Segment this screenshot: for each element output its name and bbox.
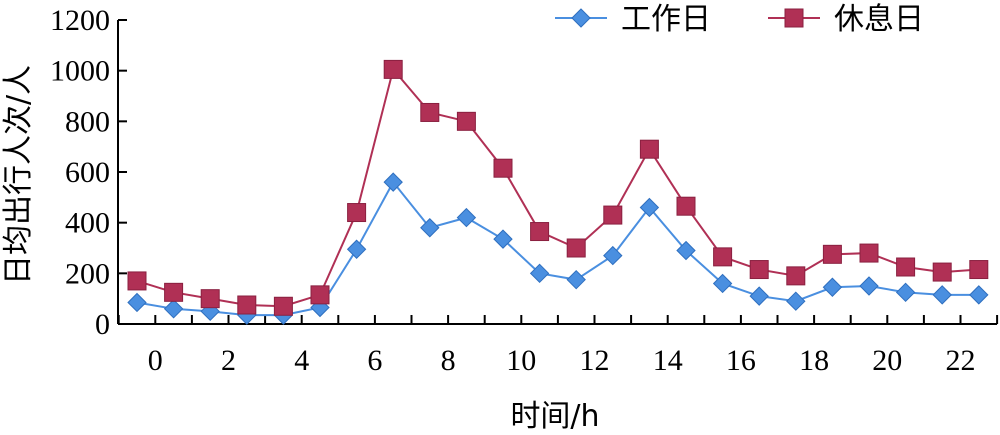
data-point: [603, 245, 623, 266]
data-point: [603, 205, 623, 225]
y-tick-label: 1200: [50, 4, 110, 37]
y-tick-label: 600: [65, 156, 110, 189]
data-point: [127, 292, 147, 313]
series-layer: [127, 59, 989, 325]
x-tick-label: 8: [441, 344, 456, 377]
data-point: [383, 59, 403, 79]
data-point: [164, 282, 184, 302]
data-point: [895, 282, 916, 303]
data-point: [786, 291, 806, 311]
data-point: [347, 203, 367, 223]
data-point: [713, 247, 733, 267]
y-tick-label: 800: [65, 105, 110, 138]
data-point: [420, 218, 440, 238]
data-point: [237, 295, 257, 315]
x-tick-label: 0: [148, 344, 163, 377]
data-point: [676, 240, 696, 261]
legend-label: 工作日: [621, 2, 711, 37]
data-point: [969, 260, 989, 280]
legend-marker: [571, 8, 591, 28]
data-point: [456, 207, 477, 228]
data-point: [859, 276, 879, 296]
data-point: [969, 285, 989, 305]
series-1: [127, 172, 989, 325]
series-line: [136, 180, 979, 317]
data-point: [859, 243, 879, 263]
data-point: [273, 296, 293, 316]
data-point: [456, 111, 476, 131]
data-point: [639, 139, 659, 159]
legend-item-1: 工作日: [555, 2, 711, 37]
data-point: [346, 239, 367, 259]
series-2: [127, 59, 989, 316]
data-point: [420, 102, 440, 122]
x-tick-label: 2: [221, 344, 236, 377]
data-point: [786, 266, 806, 286]
data-point: [200, 289, 220, 309]
data-point: [932, 285, 952, 305]
y-tick-label: 1000: [50, 55, 110, 88]
data-point: [566, 269, 586, 290]
y-tick-label: 0: [95, 308, 110, 341]
data-point: [822, 244, 842, 264]
x-tick-label: 6: [367, 344, 382, 377]
data-point: [493, 158, 513, 178]
x-tick-label: 18: [799, 344, 829, 377]
data-point: [822, 277, 843, 297]
x-tick-label: 16: [726, 344, 756, 377]
data-point: [749, 260, 769, 280]
data-point: [530, 222, 550, 242]
data-point: [493, 229, 513, 249]
y-axis-ticks: 0 200 400 600 800 1000 1200: [50, 4, 127, 341]
data-point: [127, 271, 147, 291]
legend-item-2: 休息日: [768, 2, 924, 37]
data-point: [383, 172, 403, 192]
x-tick-label: 10: [506, 344, 536, 377]
data-point: [639, 197, 660, 218]
axes: [117, 20, 998, 325]
x-tick-label: 20: [872, 344, 902, 377]
x-tick-label: 4: [294, 344, 309, 377]
data-point: [566, 238, 586, 258]
data-point: [529, 263, 550, 284]
data-point: [310, 285, 330, 305]
data-point: [676, 196, 696, 216]
data-point: [749, 286, 769, 306]
y-tick-label: 200: [65, 257, 110, 290]
series-line: [136, 67, 979, 308]
x-tick-label: 12: [580, 344, 610, 377]
data-point: [163, 299, 184, 319]
x-axis-ticks: 0 2 4 6 8 10 12 14 16 18 20 22: [117, 315, 999, 377]
legend: 工作日 休息日: [555, 2, 924, 37]
legend-marker: [784, 8, 804, 28]
x-tick-label: 22: [946, 344, 976, 377]
data-point: [712, 273, 733, 294]
data-point: [932, 262, 952, 282]
data-point: [896, 257, 916, 277]
x-tick-label: 14: [653, 344, 683, 377]
y-axis-title: 日均出行人次/人: [1, 65, 36, 285]
y-tick-label: 400: [65, 207, 110, 240]
legend-label: 休息日: [834, 2, 924, 37]
x-axis-title: 时间/h: [510, 399, 599, 434]
